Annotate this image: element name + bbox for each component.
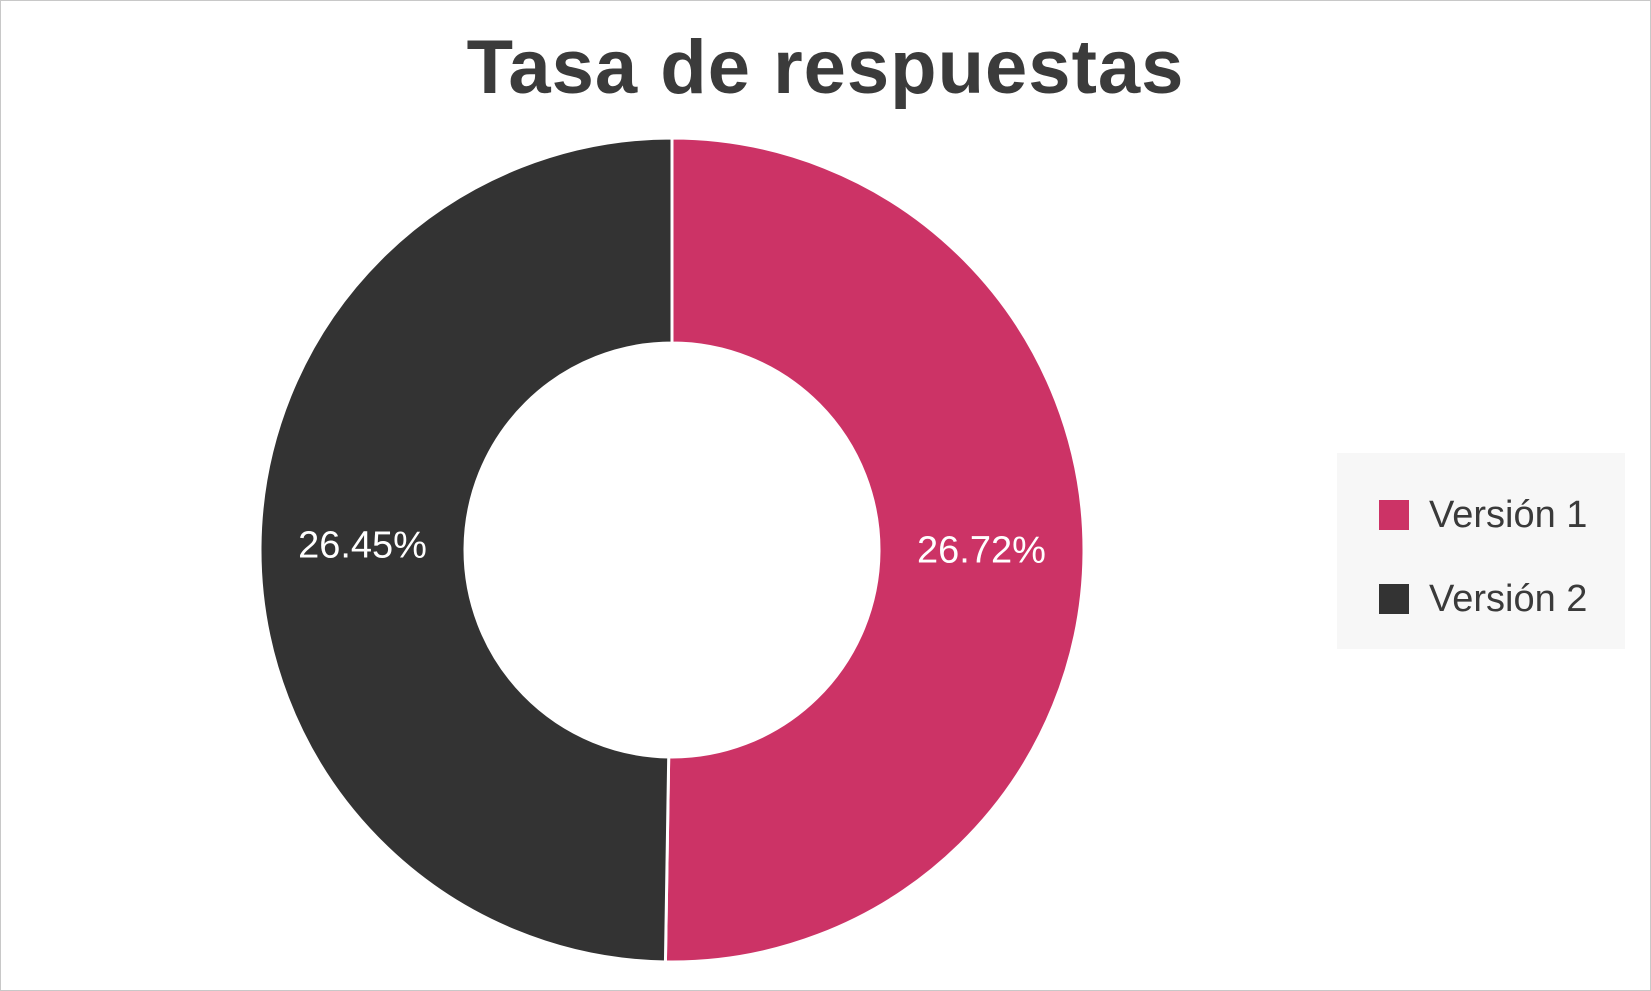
chart-legend: Versión 1 Versión 2 <box>1337 453 1625 649</box>
donut-slice-1 <box>663 136 1086 964</box>
legend-label-version-1: Versión 1 <box>1429 494 1588 536</box>
donut-data-labels: 26.72% 26.45% <box>298 525 1046 572</box>
legend-item-version-2: Versión 2 <box>1379 577 1587 621</box>
legend-swatch-version-1 <box>1379 500 1409 530</box>
donut-slices <box>258 136 1086 964</box>
legend-item-version-1: Versión 1 <box>1379 493 1587 537</box>
legend-label-version-2: Versión 2 <box>1429 578 1588 620</box>
donut-slice-2 <box>258 136 674 964</box>
donut-data-label-1: 26.72% <box>917 530 1046 572</box>
chart-title: Tasa de respuestas <box>466 25 1185 110</box>
donut-data-label-2: 26.45% <box>298 525 427 567</box>
legend-swatch-version-2 <box>1379 584 1409 614</box>
